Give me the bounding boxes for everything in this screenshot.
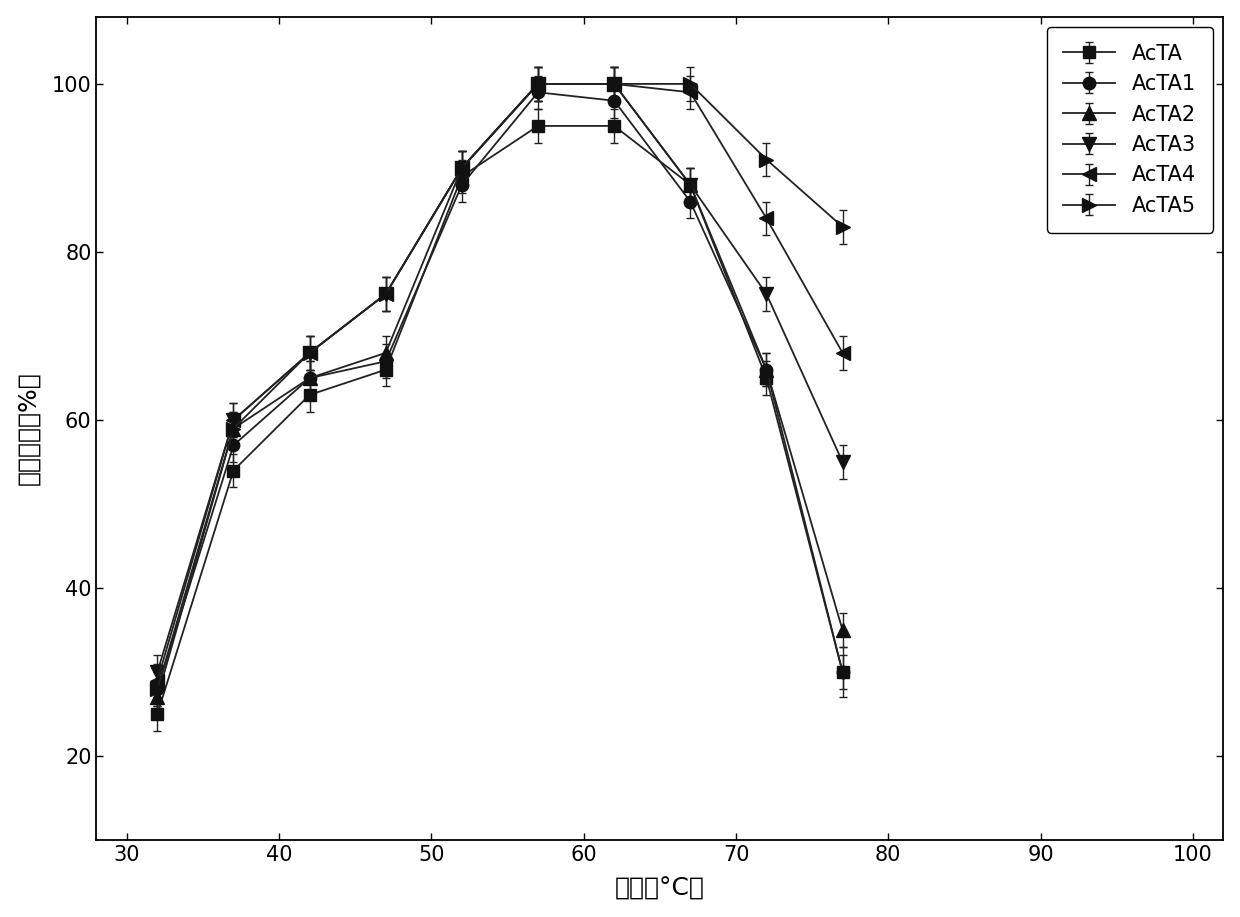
Y-axis label: 相对酶活（%）: 相对酶活（%） (16, 371, 41, 485)
Legend: AcTA, AcTA1, AcTA2, AcTA3, AcTA4, AcTA5: AcTA, AcTA1, AcTA2, AcTA3, AcTA4, AcTA5 (1047, 28, 1213, 233)
X-axis label: 温度（°C）: 温度（°C） (615, 877, 704, 900)
